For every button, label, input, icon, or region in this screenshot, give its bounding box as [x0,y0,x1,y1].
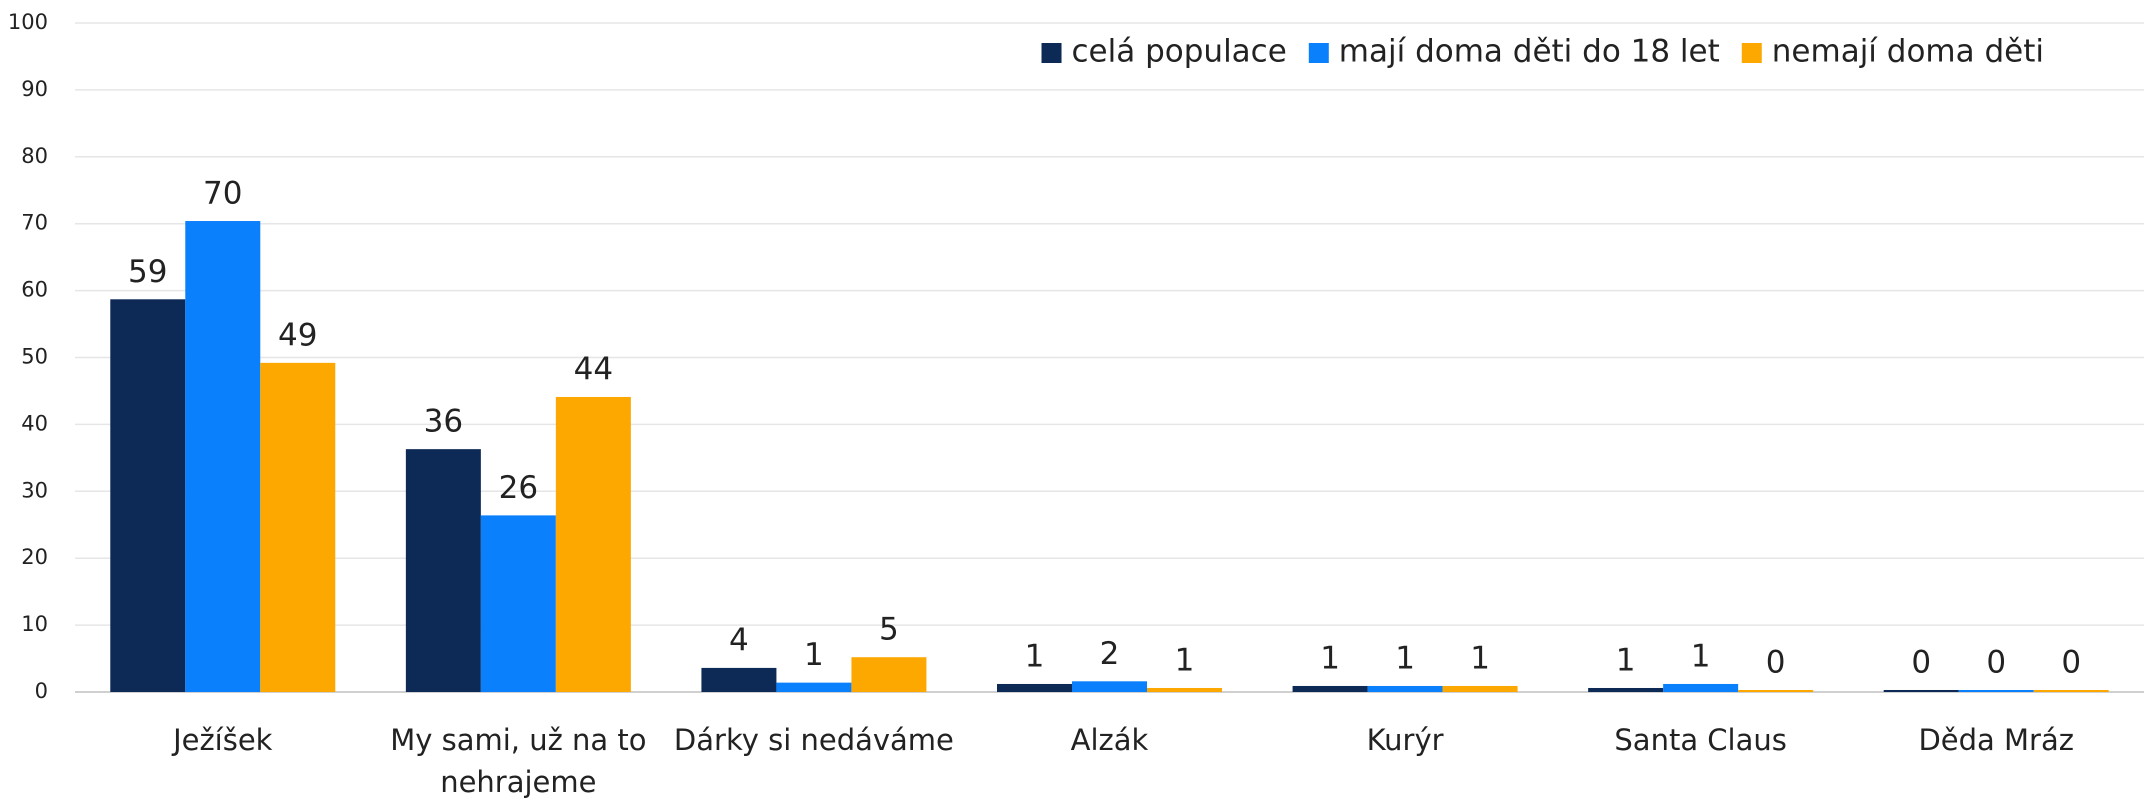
value-label: 1 [1616,642,1636,678]
bar [851,657,927,692]
y-tick-label: 50 [21,345,48,369]
value-label: 0 [1986,644,2006,680]
legend-swatch [1041,43,1062,63]
legend-label: nemají doma děti [1772,34,2044,70]
legend-swatch [1308,43,1329,63]
x-tick-label: Santa Claus [1614,723,1787,757]
bar [1588,687,1664,692]
bar [260,362,336,692]
x-tick-label: Dárky si nedáváme [674,723,954,757]
value-label: 1 [804,637,824,673]
bar [1663,683,1739,692]
legend-swatch [1741,43,1762,63]
x-tick-label: Alzák [1071,723,1149,757]
value-label: 0 [1911,644,1931,680]
bar [480,515,556,692]
y-tick-label: 0 [35,679,48,703]
y-tick-label: 70 [21,211,48,235]
bar [1292,685,1368,692]
bar [1442,685,1518,692]
legend-label: celá populace [1072,34,1287,70]
value-label: 36 [424,404,463,440]
y-tick-label: 60 [21,278,48,302]
value-label: 1 [1025,638,1045,674]
legend: celá populace mají doma děti do 18 let nem… [1041,34,2044,70]
bar [1367,685,1443,692]
y-tick-label: 40 [21,411,48,435]
bar [1883,689,1959,692]
bar [997,683,1072,692]
value-label: 1 [1320,640,1340,676]
bar [1072,681,1147,692]
value-label: 70 [203,176,242,212]
bar [1147,687,1222,692]
value-label: 44 [574,351,613,387]
bar [110,299,186,692]
x-tick-label: Ježíšek [171,723,273,757]
bar [185,221,261,693]
y-tick-label: 20 [21,545,48,569]
value-label: 0 [2061,644,2081,680]
bar [2033,689,2109,692]
value-label: 0 [1766,644,1786,680]
legend-label: mají doma děti do 18 let [1339,34,1720,70]
x-tick-label: Kurýr [1367,723,1444,757]
value-label: 1 [1395,640,1415,676]
y-tick-label: 100 [8,10,48,34]
value-label: 5 [879,612,899,648]
y-tick-label: 10 [21,612,48,636]
value-label: 59 [128,254,167,290]
value-label: 2 [1100,636,1120,672]
y-tick-label: 80 [21,144,48,168]
x-tick-label: Děda Mráz [1918,723,2074,757]
value-label: 1 [1470,640,1490,676]
bar [701,667,777,692]
value-label: 26 [499,470,538,506]
x-tick-label: My sami, už na to nehrajeme [390,723,646,799]
bar [1738,689,1814,692]
value-label: 49 [278,317,317,353]
bar [405,449,481,692]
value-label: 1 [1175,642,1195,678]
value-label: 1 [1691,638,1711,674]
bar [776,682,852,692]
bar [555,396,631,692]
y-tick-label: 30 [21,478,48,502]
y-tick-label: 90 [21,77,48,101]
value-label: 4 [729,622,749,658]
bar [1958,689,2034,692]
